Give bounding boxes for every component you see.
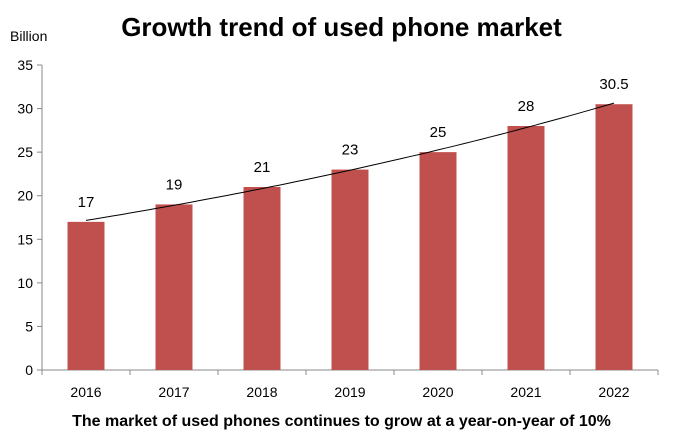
- y-tick-label: 30: [17, 101, 33, 117]
- x-tick-label: 2017: [158, 384, 189, 400]
- y-tick-label: 20: [17, 188, 33, 204]
- x-axis-caption: The market of used phones continues to g…: [72, 413, 611, 430]
- y-tick-label: 0: [25, 362, 33, 378]
- data-label: 23: [342, 142, 359, 159]
- bar: [419, 152, 457, 370]
- data-label: 25: [430, 124, 447, 141]
- y-tick-label: 25: [17, 144, 33, 160]
- x-tick-label: 2018: [246, 384, 277, 400]
- x-tick-label: 2020: [422, 384, 453, 400]
- bar: [595, 104, 633, 370]
- data-label: 21: [254, 159, 271, 176]
- bar: [331, 169, 369, 370]
- x-tick-label: 2021: [510, 384, 541, 400]
- y-tick-label: 5: [25, 318, 33, 334]
- bar: [67, 221, 105, 370]
- y-axis-unit-label: Billion: [10, 28, 48, 44]
- chart-title: Growth trend of used phone market: [121, 12, 562, 42]
- data-label: 19: [166, 176, 183, 193]
- bar: [507, 126, 545, 370]
- y-tick-label: 15: [17, 231, 33, 247]
- y-tick-label: 10: [17, 275, 33, 291]
- x-tick-label: 2016: [70, 384, 101, 400]
- trend-line: [85, 102, 615, 221]
- bar: [243, 187, 281, 370]
- x-tick-label: 2022: [598, 384, 629, 400]
- data-label: 28: [518, 98, 535, 115]
- y-tick-label: 35: [17, 57, 33, 73]
- bar: [155, 204, 193, 370]
- data-label: 30.5: [599, 76, 628, 93]
- x-tick-label: 2019: [334, 384, 365, 400]
- data-label: 17: [78, 194, 95, 211]
